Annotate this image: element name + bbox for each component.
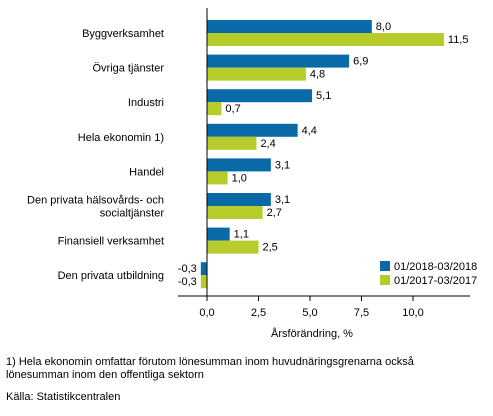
bar-2017	[207, 102, 222, 116]
bar-2017	[207, 206, 263, 219]
x-axis-title: Årsförändring, %	[271, 327, 353, 340]
legend: 01/2018-03/2018 01/2017-03/2017	[380, 261, 477, 287]
category-label: Hela ekonomin 1)	[78, 132, 164, 144]
x-tick-label: 7,5	[354, 307, 369, 319]
data-label: 3,1	[275, 194, 290, 206]
bar-2017	[207, 136, 257, 150]
x-axis: 0,0 2,5 5,0 7,5 10,0 Årsförändring, %	[178, 8, 470, 340]
bar-2017	[200, 275, 207, 289]
data-label: -0,3	[178, 276, 197, 288]
labels-layer: Byggverksamhet 8,0 11,5 Övriga tjänster 6,9 4…	[27, 21, 468, 288]
category-label: Den privata hälsovårds- och	[27, 195, 164, 207]
bar-2018	[207, 123, 298, 137]
bar-2018	[207, 54, 350, 68]
data-label: 5,1	[316, 90, 331, 102]
legend-label: 01/2017-03/2017	[394, 275, 477, 287]
data-label: 8,0	[376, 21, 391, 33]
data-label: 11,5	[448, 34, 469, 46]
category-label: Finansiell verksamhet	[58, 236, 164, 248]
legend-swatch	[380, 275, 390, 285]
footnote-line-2: lönesumman inom den offentliga sektorn	[6, 369, 204, 381]
category-label: Byggverksamhet	[82, 28, 164, 40]
data-label: 2,5	[263, 242, 278, 254]
data-label: 3,1	[275, 159, 290, 171]
legend-label: 01/2018-03/2018	[394, 261, 477, 273]
bar-2017	[207, 240, 259, 254]
bar-2017	[207, 171, 228, 185]
bar-2017	[207, 67, 306, 81]
category-label: Övriga tjänster	[92, 63, 164, 75]
bar-2017	[207, 33, 444, 46]
bar-2018	[207, 89, 313, 103]
data-label: 2,4	[260, 138, 275, 150]
bars-layer	[200, 20, 444, 289]
bar-2018	[200, 262, 207, 276]
x-tick-label: 2,5	[251, 307, 266, 319]
category-label: Den privata utbildning	[58, 270, 164, 282]
x-tick-label: 10,0	[402, 307, 423, 319]
bar-2018	[207, 193, 271, 206]
source-note: Källa: Statistikcentralen	[6, 391, 121, 403]
bar-2018	[207, 227, 230, 241]
category-label: Handel	[129, 166, 164, 178]
category-label: Industri	[128, 97, 164, 109]
data-label: 4,4	[302, 125, 317, 137]
data-label: 1,0	[232, 172, 247, 184]
footnote-line-1: 1) Hela ekonomin omfattar förutom lönesu…	[6, 356, 414, 368]
legend-swatch	[380, 261, 390, 271]
data-label: 2,7	[267, 207, 282, 219]
bar-2018	[207, 20, 372, 33]
data-label: 0,7	[225, 103, 240, 115]
x-tick-label: 5,0	[302, 307, 317, 319]
data-label: 6,9	[353, 56, 368, 68]
x-tick-label: 0,0	[199, 307, 214, 319]
category-label: socialtjänster	[100, 208, 165, 220]
data-label: 1,1	[234, 229, 249, 241]
data-label: 4,8	[310, 69, 325, 81]
data-label: -0,3	[178, 263, 197, 275]
bar-2018	[207, 158, 271, 172]
